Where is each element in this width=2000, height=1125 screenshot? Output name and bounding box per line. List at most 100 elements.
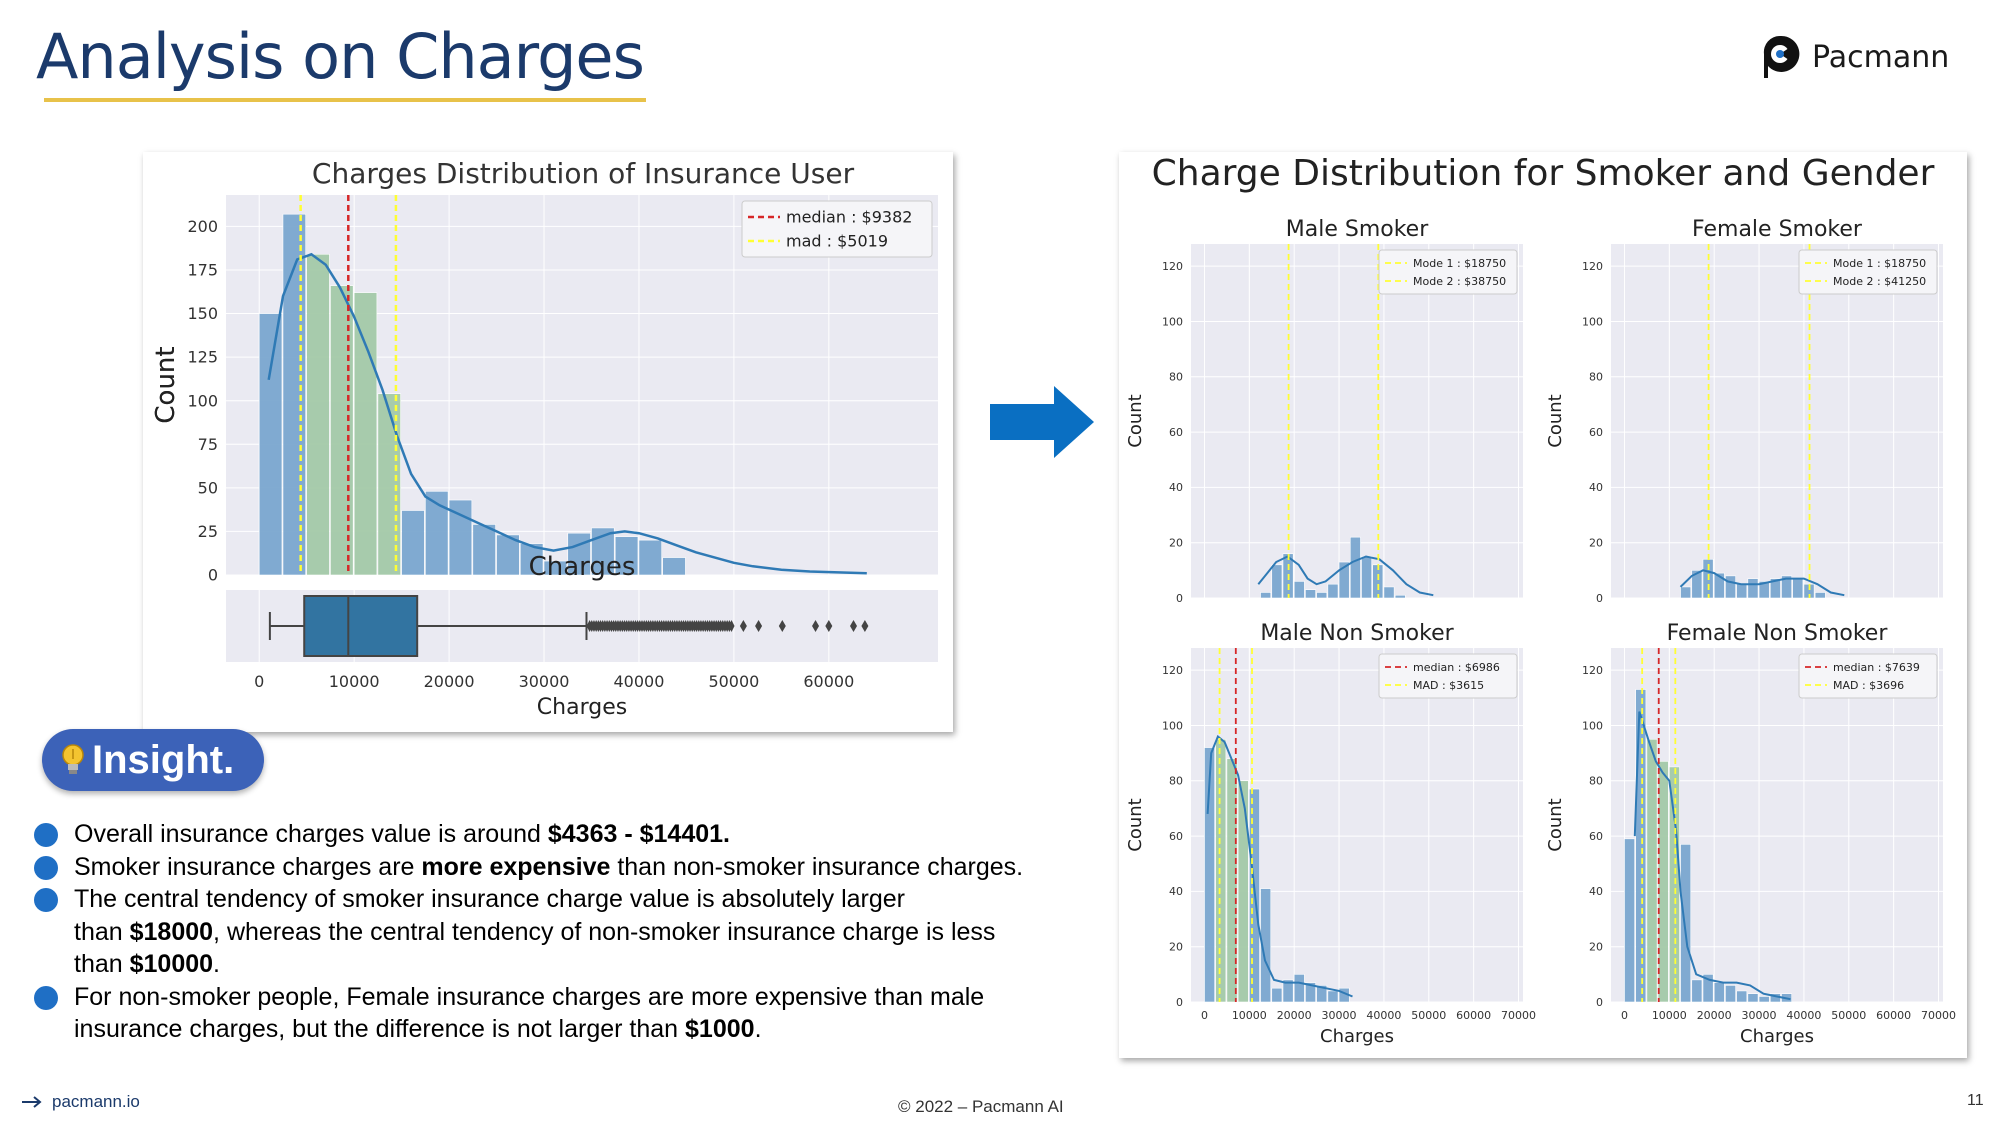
title-underline [44, 98, 646, 102]
kde-line [1206, 734, 1353, 998]
histogram-bar [591, 527, 615, 576]
y-tick-label: 40 [1589, 885, 1603, 898]
histogram-bar [1293, 974, 1305, 1003]
histogram-bar [1204, 747, 1215, 1003]
insight-bold: $10000 [129, 950, 214, 978]
y-tick-label: 200 [187, 217, 218, 236]
y-tick-label: 100 [1582, 315, 1603, 328]
x-axis-label: Charges [529, 552, 636, 582]
histogram-bar [1747, 578, 1759, 599]
x-tick-label: 20000 [424, 672, 475, 691]
y-tick-label: 100 [1582, 719, 1603, 732]
y-tick-label: 100 [1162, 719, 1183, 732]
y-tick-label: 125 [187, 348, 218, 367]
legend-label: MAD : $3696 [1833, 679, 1904, 692]
insight-label: Insight. [92, 737, 235, 782]
histogram-bar [282, 213, 306, 576]
x-tick-label: 40000 [1366, 1009, 1401, 1022]
x-tick-label: 0 [254, 672, 264, 691]
subplot-title: Male Non Smoker [1260, 621, 1454, 646]
x-tick-label: 10000 [329, 672, 380, 691]
x-tick-label: 70000 [1501, 1009, 1536, 1022]
y-tick-label: 100 [1162, 315, 1183, 328]
pacmann-logo: Pacmann [1760, 34, 1949, 80]
y-axis-label: Count [151, 346, 181, 423]
subplot-title: Male Smoker [1286, 217, 1429, 242]
insight-text: , whereas the central tendency of non-sm… [213, 917, 996, 946]
histogram-bar [1691, 570, 1703, 599]
y-tick-label: 80 [1589, 371, 1603, 384]
y-tick-label: 80 [1169, 371, 1183, 384]
insight-text: The central tendency of smoker insurance… [74, 885, 905, 913]
y-tick-label: 120 [1162, 260, 1183, 273]
y-tick-label: 0 [1596, 996, 1603, 1009]
y-tick-label: 20 [1589, 941, 1603, 954]
y-axis-label: Count [1125, 394, 1146, 447]
footer-link-text: pacmann.io [52, 1092, 140, 1111]
histogram-bar [1814, 592, 1826, 599]
y-tick-label: 0 [208, 566, 218, 585]
subplot-title: Female Smoker [1692, 217, 1863, 242]
boxplot-box [303, 595, 419, 657]
boxplot-outlier [812, 620, 820, 632]
histogram-bar [638, 539, 662, 576]
histogram-bar [1758, 581, 1770, 599]
insight-text: Overall insurance charges value is aroun… [74, 820, 548, 848]
insight-text: . [213, 950, 220, 978]
legend-box [741, 200, 933, 258]
x-axis-label: Charges [537, 695, 627, 720]
y-tick-label: 100 [187, 391, 218, 410]
y-tick-label: 120 [1162, 664, 1183, 677]
legend-label: median : $7639 [1833, 661, 1920, 674]
bullet-dot-icon [34, 888, 58, 912]
histogram-bar [1702, 974, 1714, 1003]
histogram-bar [1657, 761, 1669, 1003]
y-tick-label: 0 [1176, 592, 1183, 605]
charges-distribution-chart: Charges Distribution of Insurance User 0 2… [151, 157, 938, 720]
y-tick-label: 40 [1169, 885, 1183, 898]
x-axis-label: Charges [1320, 1026, 1394, 1047]
insight-text: than [74, 950, 130, 978]
histogram-bar [1725, 575, 1736, 599]
y-tick-label: 60 [1589, 830, 1603, 843]
plot-area [1611, 244, 1943, 598]
y-tick-label: 20 [1169, 537, 1183, 550]
y-tick-label: 175 [187, 261, 218, 280]
legend-label: Mode 2 : $38750 [1413, 275, 1506, 288]
insight-item: Smoker insurance charges are more expens… [34, 851, 1114, 884]
histogram-bar [1769, 578, 1781, 599]
y-tick-label: 20 [1589, 537, 1603, 550]
histogram-bar [1691, 979, 1703, 1003]
insight-text: Smoker insurance charges are [74, 852, 422, 881]
x-tick-label: 60000 [1456, 1009, 1491, 1022]
smoker-gender-chart: Charge Distribution for Smoker and Gende… [1125, 153, 1956, 1047]
y-tick-label: 75 [198, 435, 218, 454]
legend-label: median : $9382 [786, 208, 912, 227]
legend-box [1378, 249, 1518, 295]
histogram-bar [258, 313, 283, 576]
chart-title: Charge Distribution for Smoker and Gende… [1152, 153, 1935, 194]
y-tick-label: 120 [1582, 664, 1603, 677]
insight-text: . [754, 1015, 762, 1043]
legend-label: Mode 1 : $18750 [1413, 257, 1506, 270]
y-tick-label: 60 [1169, 830, 1183, 843]
histogram-bar [1282, 979, 1294, 1003]
histogram-bar [1271, 987, 1283, 1003]
chart-title: Charges Distribution of Insurance User [312, 157, 855, 190]
x-tick-label: 70000 [1921, 1009, 1956, 1022]
insight-text: insurance charges, but the difference is… [74, 1015, 686, 1043]
y-tick-label: 80 [1589, 775, 1603, 788]
histogram-bar [1792, 578, 1804, 599]
legend-label: MAD : $3615 [1413, 679, 1484, 692]
y-axis-label: Count [1125, 798, 1146, 851]
legend-label: mad : $5019 [786, 232, 888, 251]
x-axis-label: Charges [1740, 1026, 1814, 1047]
boxplot-outlier [861, 620, 869, 632]
y-tick-label: 40 [1169, 481, 1183, 494]
x-tick-label: 30000 [519, 672, 570, 691]
histogram-bar [1293, 581, 1305, 599]
footer-website-link[interactable]: pacmann.io [22, 1092, 140, 1112]
histogram-bar [1646, 738, 1658, 1003]
histogram-bar [1305, 589, 1316, 599]
insight-bold: more expensive [421, 852, 611, 881]
